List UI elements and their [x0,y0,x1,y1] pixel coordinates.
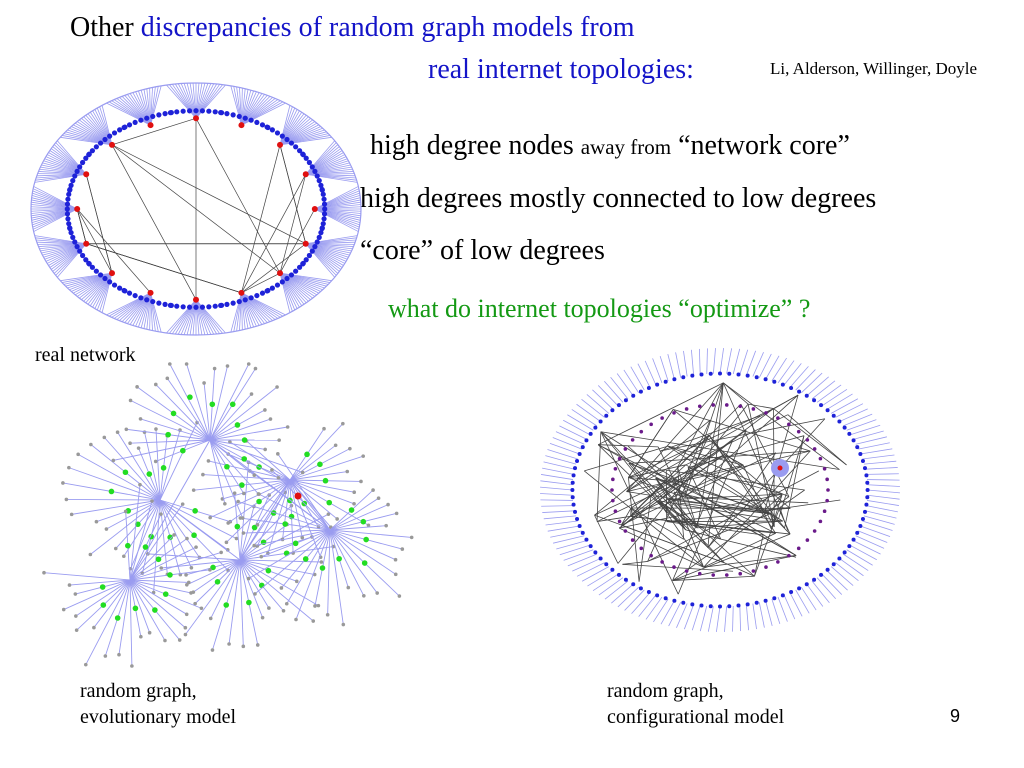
title-line-2: real internet topologies: [428,54,694,85]
bullet-2: high degrees mostly connected to low deg… [360,183,877,214]
citation: Li, Alderson, Willinger, Doyle [770,59,978,78]
real-network-graph-image [30,82,362,336]
configurational-model-graph-image [540,347,900,633]
caption-evolutionary: random graph, evolutionary model [80,678,236,730]
caption-configurational-line1: random graph, [607,680,724,702]
label-real-network: real network [35,344,136,366]
bullet-1-main: high degree nodes [370,130,574,161]
slide-title: Other discrepancies of random graph mode… [70,12,635,44]
title-prefix: Other [70,12,134,43]
caption-configurational-line2: configurational model [607,706,785,728]
caption-evolutionary-line2: evolutionary model [80,706,237,728]
title-blue-part: discrepancies of random graph models fro… [140,12,635,43]
caption-configurational: random graph, configurational model [607,678,784,730]
bullet-1: high degree nodes away from “network cor… [370,130,850,163]
bullet-1-small: away from [580,135,672,159]
page-number: 9 [950,706,961,726]
evolutionary-model-graph-image [42,362,414,668]
bullet-1-tail: “network core” [678,130,850,161]
question-text: what do internet topologies “optimize” ? [388,294,811,323]
bullet-3: “core” of low degrees [360,235,605,266]
caption-evolutionary-line1: random graph, [80,680,197,702]
